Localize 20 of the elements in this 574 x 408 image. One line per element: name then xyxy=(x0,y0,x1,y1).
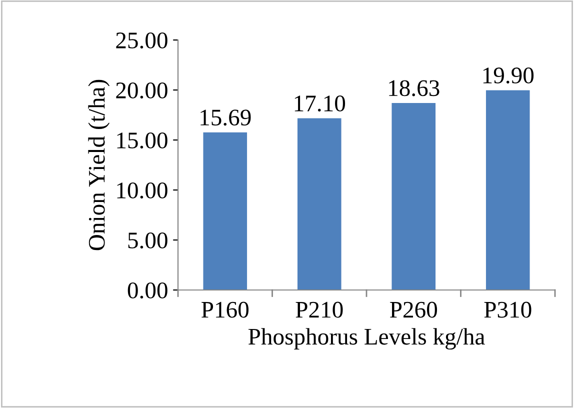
y-tick-label: 0.00 xyxy=(128,282,168,299)
x-axis-title: Phosphorus Levels kg/ha xyxy=(248,328,485,350)
y-tick-label: 15.00 xyxy=(117,132,168,149)
y-tick-label: 5.00 xyxy=(128,232,168,249)
bar xyxy=(486,90,530,290)
bar xyxy=(297,118,342,290)
y-tick-label: 20.00 xyxy=(116,82,168,99)
y-axis-title: Onion Yield (t/ha) xyxy=(88,80,110,250)
data-label: 17.10 xyxy=(294,95,346,112)
x-tick-label: P310 xyxy=(484,302,532,318)
data-label: 19.90 xyxy=(483,67,534,84)
data-label: 18.63 xyxy=(389,80,440,96)
bar xyxy=(392,103,436,290)
data-label: 15.69 xyxy=(200,110,251,126)
bar xyxy=(203,132,248,290)
x-tick-label: P160 xyxy=(202,302,248,318)
y-tick-label: 10.00 xyxy=(117,182,168,199)
y-tick-label: 25.00 xyxy=(116,32,168,49)
x-tick-label: P210 xyxy=(296,302,343,318)
x-tick-label: P260 xyxy=(390,302,437,318)
